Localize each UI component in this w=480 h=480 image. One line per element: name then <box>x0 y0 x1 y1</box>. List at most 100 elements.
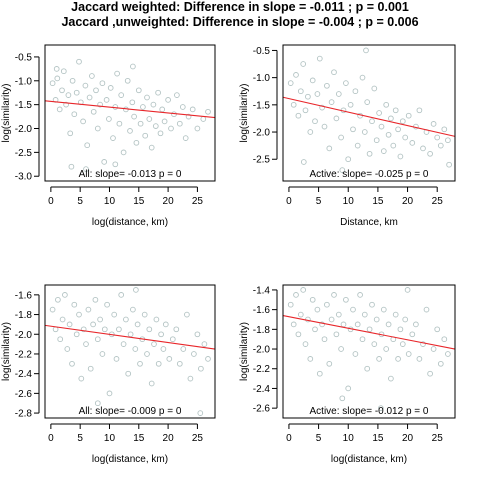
data-point <box>378 405 384 411</box>
data-point <box>427 370 433 377</box>
data-point <box>101 159 108 165</box>
data-point <box>68 163 75 170</box>
data-point <box>49 306 56 313</box>
slope-annotation: All: slope= -0.009 p = 0 <box>79 406 182 417</box>
y-tick-label: -2.2 <box>15 349 33 360</box>
scatter-panel-2: 0 5 10 15 20 25 -2.5 -2.0 -1.5 -1.0 -0.5 Distance, … <box>239 44 456 228</box>
data-point <box>160 346 167 352</box>
data-point <box>437 360 444 367</box>
y-tick-label: -1.0 <box>253 73 271 84</box>
data-point <box>152 123 159 129</box>
data-point <box>333 115 340 122</box>
y-tick-label: -2.5 <box>253 155 271 166</box>
plot-frame <box>44 44 216 182</box>
data-point <box>134 321 141 328</box>
data-point <box>287 301 294 308</box>
data-point <box>340 321 347 328</box>
data-point <box>373 316 380 323</box>
data-point <box>319 104 325 111</box>
data-point <box>307 129 314 135</box>
data-point <box>385 321 392 328</box>
data-point <box>130 63 136 70</box>
data-point <box>62 292 68 298</box>
data-point <box>86 94 93 101</box>
data-point <box>369 118 375 125</box>
data-point <box>155 89 161 96</box>
x-tick-label: 20 <box>163 433 175 444</box>
data-point <box>150 101 157 108</box>
data-point <box>116 120 123 127</box>
data-point <box>380 148 387 154</box>
y-tick-label: -2.0 <box>15 124 33 135</box>
x-tick-label: 15 <box>133 196 145 207</box>
data-point <box>302 341 309 347</box>
data-point <box>112 161 119 168</box>
data-point <box>399 118 406 125</box>
data-point <box>127 128 133 134</box>
x-tick-label: 25 <box>432 196 444 207</box>
data-point <box>106 116 112 122</box>
data-point <box>293 72 299 78</box>
x-axis-label: log(distance, km) <box>331 454 407 465</box>
data-point <box>184 311 190 318</box>
data-point <box>316 55 323 62</box>
regression-line <box>44 324 216 350</box>
data-point <box>94 400 101 407</box>
y-axis-label: log(similarity) <box>239 84 250 143</box>
data-point <box>118 92 125 98</box>
data-point <box>97 316 103 323</box>
data-point <box>309 77 316 84</box>
data-point <box>99 80 106 87</box>
data-point <box>352 351 359 357</box>
data-point <box>416 356 423 362</box>
data-point <box>148 144 155 151</box>
x-tick-label: 25 <box>192 196 204 207</box>
data-point <box>144 351 150 357</box>
data-point <box>357 292 363 298</box>
data-point <box>361 129 368 135</box>
data-point <box>434 326 441 333</box>
data-point <box>405 351 412 357</box>
data-point <box>392 311 399 318</box>
data-point <box>416 107 423 114</box>
x-axis-label: log(distance, km) <box>92 454 168 465</box>
data-point <box>176 120 183 127</box>
x-tick-label: 5 <box>316 196 322 207</box>
data-point <box>437 142 444 149</box>
data-point <box>135 87 142 94</box>
data-point <box>297 311 304 318</box>
data-point <box>314 306 321 313</box>
y-tick-label: -2.2 <box>253 364 271 375</box>
data-point <box>295 112 302 119</box>
data-point <box>390 142 397 149</box>
data-point <box>57 336 64 343</box>
plot-frame <box>282 284 456 419</box>
scatter-panel-3: 0 5 10 15 20 25 -2.8 -2.6 -2.4 -2.2 -2.0 -1.8 -1.6 lo… <box>1 284 216 465</box>
data-point <box>397 326 404 333</box>
data-point <box>434 134 441 141</box>
data-point <box>388 375 394 382</box>
x-tick-label: 10 <box>343 196 355 207</box>
data-point <box>90 108 97 115</box>
data-point <box>116 326 122 333</box>
data-point <box>338 346 344 352</box>
data-point <box>106 390 113 397</box>
data-point <box>125 370 132 377</box>
regression-line <box>44 100 216 119</box>
data-point <box>123 316 129 323</box>
data-point <box>343 80 349 86</box>
x-tick-label: 20 <box>402 196 414 207</box>
data-point <box>169 336 176 343</box>
data-point <box>350 306 356 313</box>
data-point <box>187 375 194 382</box>
data-point <box>140 104 146 110</box>
data-point <box>60 68 67 75</box>
data-point <box>94 336 101 343</box>
data-point <box>146 116 153 122</box>
data-point <box>399 341 406 347</box>
data-point <box>63 101 69 108</box>
data-point <box>300 159 307 165</box>
x-tick-label: 25 <box>192 433 204 444</box>
x-tick-label: 15 <box>372 196 384 207</box>
data-point <box>80 118 86 125</box>
